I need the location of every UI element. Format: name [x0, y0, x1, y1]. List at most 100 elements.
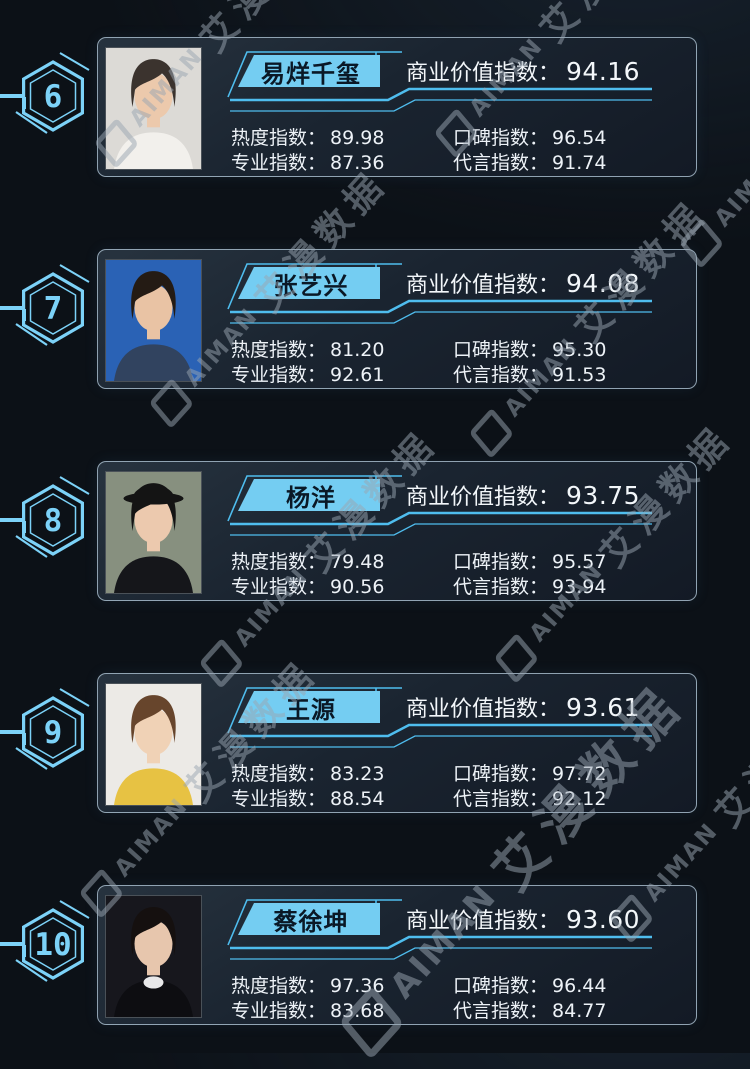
commercial-index-value: 94.16 [566, 57, 641, 86]
name-plate: 王源 [227, 686, 408, 734]
commercial-index: 商业价值指数： 93.61 [406, 691, 640, 723]
reputation-index-value: 96.54 [552, 127, 607, 149]
heat-index: 热度指数： 97.36 [231, 971, 384, 998]
name-plate: 张艺兴 [227, 262, 408, 310]
endorsement-index: 代言指数： 91.74 [453, 148, 606, 175]
professional-index-label: 专业指数： [231, 364, 327, 386]
celebrity-photo [105, 683, 202, 806]
name-plate: 杨洋 [227, 474, 408, 522]
professional-index-label: 专业指数： [231, 576, 327, 598]
commercial-index-value: 93.75 [566, 481, 641, 510]
ranking-row: 8 杨洋 商业价值指数： 93.75 [0, 461, 750, 611]
celebrity-photo [105, 895, 202, 1018]
heat-index-value: 89.98 [330, 127, 385, 149]
professional-index-value: 90.56 [330, 576, 385, 598]
ranking-row: 7 张艺兴 商业价值指数： 94.08 [0, 249, 750, 399]
reputation-index-value: 96.44 [552, 975, 607, 997]
endorsement-index-label: 代言指数： [453, 1000, 549, 1022]
separator-lines-icon [230, 935, 652, 960]
professional-index-label: 专业指数： [231, 1000, 327, 1022]
endorsement-index-label: 代言指数： [453, 576, 549, 598]
heat-index-value: 83.23 [330, 763, 385, 785]
heat-index-label: 热度指数： [231, 339, 327, 361]
professional-index: 专业指数： 83.68 [231, 996, 384, 1023]
portrait-silhouette [106, 472, 201, 593]
commercial-index: 商业价值指数： 94.16 [406, 55, 640, 87]
commercial-index: 商业价值指数： 93.75 [406, 479, 640, 511]
rank-badge-hexagon-icon: 10 [0, 900, 90, 982]
commercial-index-value: 93.61 [566, 693, 641, 722]
portrait-silhouette [106, 260, 201, 381]
professional-index-value: 88.54 [330, 788, 385, 810]
heat-index: 热度指数： 79.48 [231, 547, 384, 574]
commercial-index: 商业价值指数： 94.08 [406, 267, 640, 299]
heat-index-label: 热度指数： [231, 551, 327, 573]
heat-index-label: 热度指数： [231, 127, 327, 149]
rank-card: 杨洋 商业价值指数： 93.75 热度指数： 79.48 专业指数： 90.56 口碑… [97, 461, 697, 601]
commercial-index-label: 商业价值指数： [406, 909, 561, 934]
rank-number: 10 [34, 927, 71, 963]
heat-index: 热度指数： 89.98 [231, 123, 384, 150]
celebrity-name: 杨洋 [238, 479, 380, 511]
professional-index: 专业指数： 90.56 [231, 572, 384, 599]
heat-index: 热度指数： 81.20 [231, 335, 384, 362]
reputation-index: 口碑指数： 97.72 [453, 759, 606, 786]
endorsement-index-label: 代言指数： [453, 788, 549, 810]
endorsement-index-value: 84.77 [552, 1000, 607, 1022]
endorsement-index-value: 91.53 [552, 364, 607, 386]
ranking-row: 9 王源 商业价值指数： 93.61 [0, 673, 750, 823]
professional-index-value: 92.61 [330, 364, 385, 386]
commercial-index-label: 商业价值指数： [406, 485, 561, 510]
commercial-index-label: 商业价值指数： [406, 697, 561, 722]
heat-index-label: 热度指数： [231, 763, 327, 785]
rank-card: 王源 商业价值指数： 93.61 热度指数： 83.23 专业指数： 88.54 口碑… [97, 673, 697, 813]
portrait-silhouette [106, 896, 201, 1017]
rank-card: 蔡徐坤 商业价值指数： 93.60 热度指数： 97.36 专业指数： 83.68 口… [97, 885, 697, 1025]
celebrity-photo [105, 471, 202, 594]
ranking-row: 10 蔡徐坤 商业价值指数： 93.60 [0, 885, 750, 1035]
endorsement-index: 代言指数： 93.94 [453, 572, 606, 599]
reputation-index: 口碑指数： 96.44 [453, 971, 606, 998]
rank-badge-hexagon-icon: 9 [0, 688, 90, 770]
endorsement-index-value: 92.12 [552, 788, 607, 810]
rank-number: 8 [44, 503, 63, 539]
portrait-silhouette [106, 48, 201, 169]
celebrity-photo [105, 259, 202, 382]
rank-number: 9 [44, 715, 63, 751]
endorsement-index: 代言指数： 92.12 [453, 784, 606, 811]
celebrity-name: 易烊千玺 [238, 55, 380, 87]
heat-index-label: 热度指数： [231, 975, 327, 997]
heat-index-value: 81.20 [330, 339, 385, 361]
separator-lines-icon [230, 87, 652, 112]
reputation-index: 口碑指数： 96.54 [453, 123, 606, 150]
commercial-index-value: 94.08 [566, 269, 641, 298]
separator-lines-icon [230, 511, 652, 536]
heat-index: 热度指数： 83.23 [231, 759, 384, 786]
endorsement-index-value: 93.94 [552, 576, 607, 598]
commercial-index-label: 商业价值指数： [406, 273, 561, 298]
professional-index: 专业指数： 88.54 [231, 784, 384, 811]
rank-badge-hexagon-icon: 6 [0, 52, 90, 134]
reputation-index-label: 口碑指数： [453, 763, 549, 785]
heat-index-value: 79.48 [330, 551, 385, 573]
watermark-logo-icon [468, 407, 514, 460]
professional-index: 专业指数： 87.36 [231, 148, 384, 175]
reputation-index-value: 95.30 [552, 339, 607, 361]
portrait-silhouette [106, 684, 201, 805]
ranking-row: 6 易烊千玺 商业价值指数： 94.16 [0, 37, 750, 187]
celebrity-name: 蔡徐坤 [238, 903, 380, 935]
commercial-index-value: 93.60 [566, 905, 641, 934]
endorsement-index-label: 代言指数： [453, 152, 549, 174]
endorsement-index-label: 代言指数： [453, 364, 549, 386]
reputation-index-label: 口碑指数： [453, 339, 549, 361]
professional-index: 专业指数： 92.61 [231, 360, 384, 387]
commercial-index-label: 商业价值指数： [406, 61, 561, 86]
rank-number: 6 [44, 79, 63, 115]
reputation-index-label: 口碑指数： [453, 551, 549, 573]
separator-lines-icon [230, 299, 652, 324]
reputation-index: 口碑指数： 95.30 [453, 335, 606, 362]
professional-index-value: 83.68 [330, 1000, 385, 1022]
rank-card: 易烊千玺 商业价值指数： 94.16 热度指数： 89.98 专业指数： 87.36 … [97, 37, 697, 177]
professional-index-label: 专业指数： [231, 788, 327, 810]
